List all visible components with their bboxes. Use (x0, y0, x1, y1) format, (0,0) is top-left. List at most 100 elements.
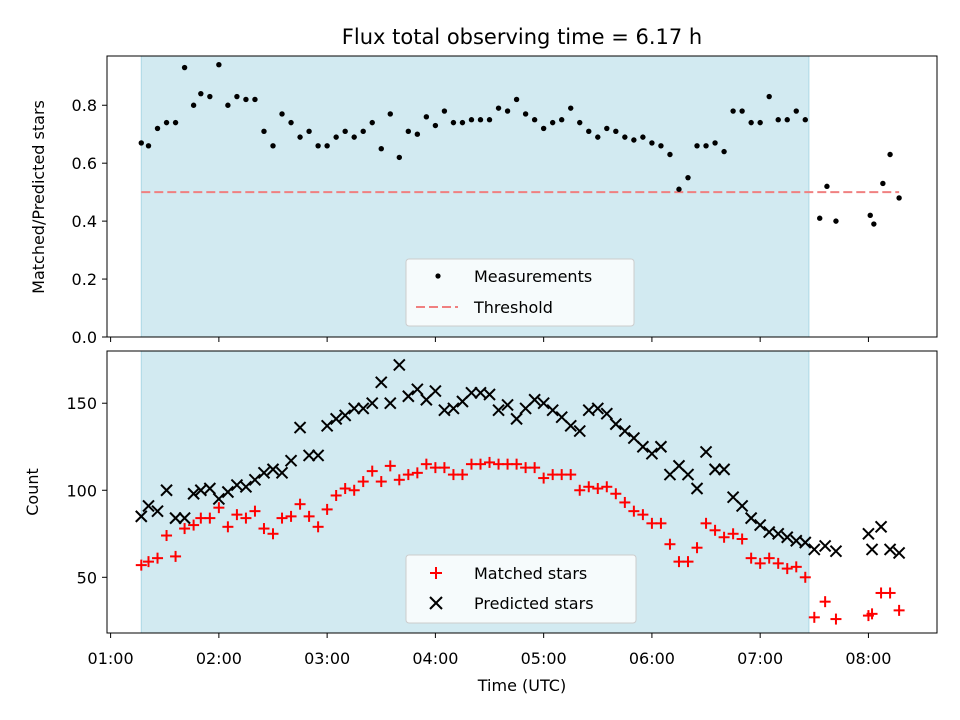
predicted-star-point (266, 463, 280, 476)
measurement-point (649, 140, 655, 146)
predicted-star-point (699, 445, 713, 459)
matched-star-point (294, 498, 306, 510)
matched-star-point (438, 462, 450, 474)
bottom-legend: Matched stars Predicted stars (405, 554, 637, 624)
x-tick-label: 01:00 (88, 649, 134, 668)
matched-star-point (420, 458, 432, 470)
measurement-point (450, 119, 457, 126)
predicted-star-point (284, 454, 298, 467)
predicted-star-point (275, 466, 289, 480)
matched-star-point (808, 611, 820, 623)
measurement-point (270, 143, 276, 149)
predicted-star-point (528, 393, 541, 406)
matched-star-point (592, 483, 604, 495)
predicted-star-point (293, 421, 307, 434)
bottom-y-axis-label: Count (23, 468, 42, 516)
measurement-point (154, 125, 161, 132)
top-panel: Flux total observing time = 6.17 h 0.00.… (29, 25, 938, 347)
measurement-point (252, 96, 258, 103)
measurement-point (172, 119, 179, 126)
matched-star-point (583, 481, 595, 493)
predicted-star-point (636, 440, 650, 453)
measurement-point (721, 148, 727, 155)
matched-star-point (628, 505, 640, 517)
matched-star-point (384, 460, 396, 472)
top-legend-box (405, 258, 635, 327)
measurement-point (640, 134, 646, 140)
matched-star-point (799, 571, 811, 583)
matched-star-point (402, 469, 414, 481)
y-tick-label: 150 (66, 394, 97, 413)
measurement-point (802, 117, 808, 123)
measurement-point (531, 117, 538, 123)
measurement-point (225, 102, 231, 108)
matched-star-point (135, 559, 147, 571)
y-tick-label: 0.4 (72, 212, 97, 231)
matched-star-point (393, 474, 405, 486)
predicted-star-point (393, 358, 406, 372)
measurement-point (613, 128, 619, 135)
matched-star-point (655, 517, 667, 529)
predicted-star-point (347, 402, 361, 415)
predicted-star-point (338, 409, 352, 422)
matched-star-point (529, 462, 541, 474)
measurement-point (595, 134, 601, 140)
measurement-point (833, 218, 839, 224)
predicted-star-point (591, 402, 604, 415)
measurement-point (748, 119, 754, 126)
matched-star-point (893, 604, 905, 616)
matched-star-point (456, 469, 468, 481)
predicted-star-point (375, 376, 388, 389)
predicted-star-point (142, 499, 155, 513)
predicted-star-point (203, 482, 217, 495)
measurement-point (604, 125, 610, 132)
measurement-point (793, 108, 799, 114)
measurement-point (495, 105, 502, 111)
measurement-point (739, 108, 745, 114)
measurement-point (369, 119, 375, 126)
predicted-star-point (573, 424, 586, 438)
predicted-star-point (357, 402, 370, 415)
matched-star-point (330, 489, 342, 501)
measurement-point (459, 119, 466, 126)
matched-star-point (179, 523, 191, 535)
measurement-point (405, 128, 412, 135)
measurement-point (824, 183, 830, 190)
predicted-star-point (212, 492, 226, 506)
measurement-point (261, 128, 267, 135)
matched-star-point (267, 528, 279, 540)
matched-star-point (700, 517, 712, 529)
matched-star-point (312, 521, 324, 533)
predicted-star-point (618, 424, 632, 438)
matched-star-point (475, 458, 486, 470)
matched-star-point (258, 523, 270, 535)
predicted-star-point (808, 543, 821, 556)
matched-star-point (366, 465, 378, 477)
legend-x-marker (429, 596, 443, 610)
matched-star-point (511, 458, 523, 470)
matched-star-point (718, 531, 730, 543)
matched-star-point (484, 456, 496, 468)
y-tick-label: 0.6 (72, 154, 97, 173)
measurement-point (234, 93, 240, 100)
legend-label-measurements: Measurements (474, 267, 592, 286)
matched-star-point (763, 552, 775, 564)
matched-star-point (565, 469, 577, 481)
predicted-star-point (753, 518, 767, 532)
matched-star-point (772, 557, 784, 569)
y-tick-label: 0.8 (72, 96, 97, 115)
measurement-point (784, 117, 790, 123)
predicted-star-point (609, 417, 623, 431)
matched-star-point (727, 528, 739, 540)
matched-star-point (240, 512, 252, 524)
matched-star-point (538, 472, 550, 484)
measurement-point (730, 108, 736, 114)
predicted-star-point (717, 463, 731, 476)
measurement-point (477, 117, 484, 123)
measurement-point (279, 111, 285, 117)
predicted-star-point (654, 440, 668, 453)
predicted-star-point (492, 403, 505, 417)
predicted-star-point (239, 480, 253, 493)
top-x-axis-ticks (110, 337, 869, 342)
predicted-star-point (892, 546, 906, 560)
